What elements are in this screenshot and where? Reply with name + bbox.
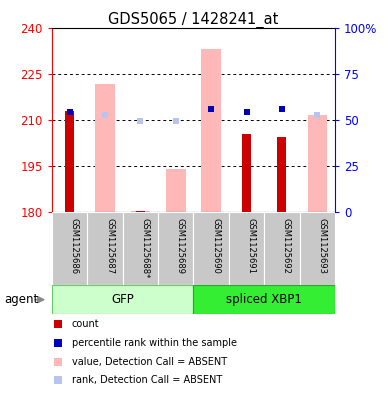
- Text: GFP: GFP: [111, 293, 134, 306]
- Bar: [193, 212, 229, 285]
- Text: spliced XBP1: spliced XBP1: [226, 293, 302, 306]
- Bar: [65, 111, 74, 212]
- Bar: [158, 212, 193, 285]
- Bar: [278, 137, 286, 212]
- Text: rank, Detection Call = ABSENT: rank, Detection Call = ABSENT: [72, 375, 222, 386]
- Title: GDS5065 / 1428241_at: GDS5065 / 1428241_at: [108, 11, 279, 28]
- Text: GSM1125687: GSM1125687: [105, 218, 114, 274]
- Text: GSM1125693: GSM1125693: [317, 218, 326, 274]
- Text: GSM1125691: GSM1125691: [246, 218, 256, 274]
- Text: GSM1125688*: GSM1125688*: [141, 218, 149, 278]
- Text: percentile rank within the sample: percentile rank within the sample: [72, 338, 237, 348]
- Bar: [242, 134, 251, 212]
- Bar: [229, 212, 264, 285]
- Text: value, Detection Call = ABSENT: value, Detection Call = ABSENT: [72, 356, 227, 367]
- Bar: [166, 169, 186, 212]
- Bar: [95, 84, 115, 212]
- Text: count: count: [72, 319, 99, 329]
- Bar: [131, 211, 150, 212]
- Text: GSM1125689: GSM1125689: [176, 218, 185, 274]
- Bar: [193, 285, 335, 314]
- Bar: [308, 115, 327, 212]
- Bar: [201, 49, 221, 212]
- Bar: [87, 212, 123, 285]
- Bar: [52, 212, 87, 285]
- Text: GSM1125686: GSM1125686: [70, 218, 79, 274]
- Bar: [123, 212, 158, 285]
- Text: GSM1125692: GSM1125692: [282, 218, 291, 274]
- Bar: [52, 285, 193, 314]
- Bar: [300, 212, 335, 285]
- Bar: [136, 211, 145, 212]
- Bar: [264, 212, 300, 285]
- Text: GSM1125690: GSM1125690: [211, 218, 220, 274]
- Text: agent: agent: [4, 293, 38, 306]
